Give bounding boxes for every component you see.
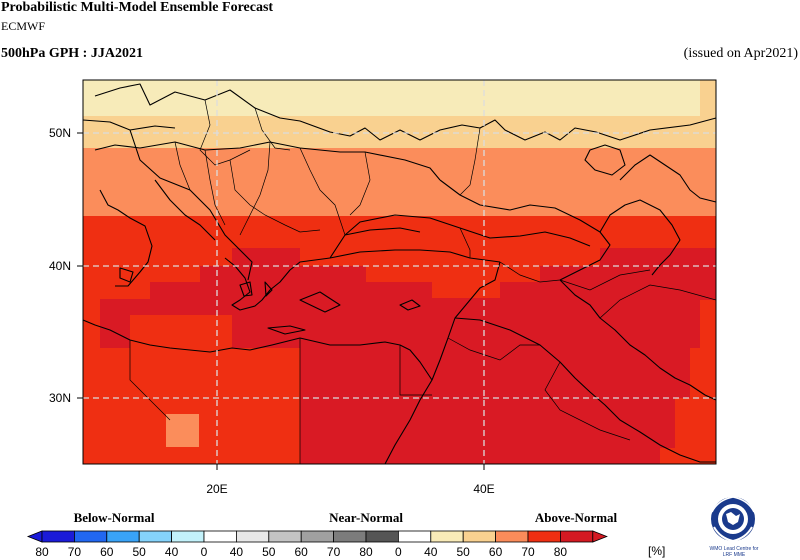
legend-swatch	[300, 530, 335, 543]
legend-swatch	[106, 530, 140, 543]
legend-tick-label: 60	[294, 545, 308, 559]
legend-swatch	[41, 530, 75, 543]
legend-category-above: Above-Normal	[534, 510, 618, 525]
legend-tick-label: 40	[164, 545, 179, 559]
borders	[129, 99, 717, 464]
legend-swatch	[495, 530, 529, 543]
cell-above-50	[700, 80, 716, 116]
legend-tick-label: 60	[488, 545, 503, 559]
legend-swatch	[171, 530, 205, 543]
legend-swatch	[560, 530, 594, 543]
color-legend	[26, 530, 608, 543]
legend-category-below: Below-Normal	[73, 510, 155, 525]
band-above-40	[83, 80, 716, 116]
legend-arrow-left	[26, 530, 43, 543]
axis-ticks	[77, 132, 485, 470]
lon-label-40e: 40E	[473, 482, 494, 496]
legend-tick-label: 0	[200, 545, 208, 559]
lat-label-40n: 40N	[49, 259, 71, 273]
wmo-caption: WMO Lead Centre for LRF MME	[709, 546, 759, 558]
legend-tick-label: 70	[67, 545, 82, 559]
legend-tick-label: 50	[262, 545, 276, 559]
legend-swatch	[430, 530, 464, 543]
legend-category-near: Near-Normal	[329, 510, 403, 525]
legend-tick-label: 40	[424, 545, 438, 559]
legend-tick-label: 80	[553, 545, 568, 559]
legend-tick-label: 70	[326, 545, 341, 559]
legend-unit: [%]	[648, 544, 666, 558]
legend-tick-label: 0	[395, 545, 402, 559]
region-above-80	[100, 248, 716, 464]
band-above-50	[83, 116, 716, 148]
cell-above-60	[166, 414, 199, 447]
legend-tick-label: 50	[456, 545, 470, 559]
lat-label-50n: 50N	[49, 126, 71, 140]
lon-label-20e: 20E	[206, 482, 227, 496]
legend-tick-label: 70	[521, 545, 535, 559]
issued-date: (issued on Apr2021)	[683, 46, 798, 61]
legend-swatch	[203, 530, 237, 543]
legend-tick-label: 80	[359, 545, 373, 559]
legend-tick-label: 50	[132, 545, 146, 559]
probability-field	[83, 80, 716, 464]
legend-swatch	[397, 530, 432, 543]
legend-swatch	[74, 530, 108, 543]
map-frame	[82, 79, 717, 465]
legend-swatch	[365, 530, 399, 543]
legend-swatch	[527, 530, 561, 543]
legend-tick-label: 60	[100, 545, 114, 559]
legend-swatch	[333, 530, 367, 543]
legend-arrow-right	[592, 530, 608, 543]
graticule	[83, 80, 716, 464]
band-above-60	[83, 148, 716, 216]
chart-title: Probabilistic Multi-Model Ensemble Forec…	[1, 0, 274, 15]
lat-label-30n: 30N	[49, 391, 71, 405]
model-name: ECMWF	[1, 19, 46, 33]
wmo-logo	[698, 492, 768, 560]
legend-tick-label: 40	[229, 545, 244, 559]
legend-tick-label: 80	[35, 545, 49, 559]
legend-swatch	[268, 530, 302, 543]
legend-swatch	[235, 530, 270, 543]
legend-swatch	[138, 530, 172, 543]
variable-label: 500hPa GPH : JJA2021	[1, 46, 143, 61]
legend-swatch	[462, 530, 497, 543]
